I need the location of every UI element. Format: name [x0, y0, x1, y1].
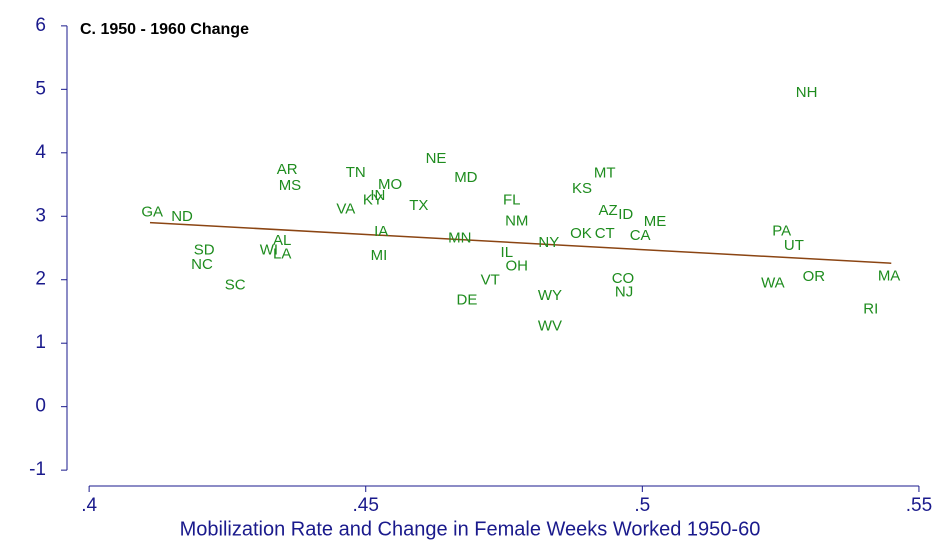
point-label: GA [141, 203, 163, 220]
point-label: LA [273, 245, 291, 262]
point-label: NC [191, 256, 213, 273]
point-label: IL [501, 244, 514, 261]
point-label: DE [457, 292, 478, 309]
point-label: MD [454, 169, 477, 186]
point-label: NH [796, 84, 818, 101]
point-label: ME [644, 213, 667, 230]
point-label: IN [370, 187, 385, 204]
point-label: MT [594, 165, 616, 182]
point-label: OR [803, 268, 826, 285]
point-label: NM [505, 212, 528, 229]
x-tick-label: .5 [634, 495, 650, 516]
point-label: FL [503, 191, 521, 208]
point-label: RI [863, 301, 878, 318]
x-tick-label: .4 [81, 495, 97, 516]
x-tick-label: .55 [906, 495, 932, 516]
point-label: KS [572, 180, 592, 197]
y-tick-label: -1 [29, 459, 46, 480]
x-axis-label: Mobilization Rate and Change in Female W… [180, 518, 761, 540]
point-label: MI [371, 247, 388, 264]
y-tick-label: 2 [35, 269, 46, 290]
point-label: TX [409, 197, 428, 214]
point-label: AZ [598, 202, 617, 219]
chart-title: C. 1950 - 1960 Change [80, 21, 249, 38]
point-label: CO [612, 270, 635, 287]
point-label: CA [630, 227, 651, 244]
point-label: ND [171, 208, 193, 225]
y-tick-label: 1 [35, 332, 46, 353]
x-tick-label: .45 [353, 495, 379, 516]
point-label: CT [595, 225, 615, 242]
point-label: PA [772, 222, 791, 239]
point-label: ID [618, 206, 633, 223]
point-label: WY [538, 287, 562, 304]
point-label: KY [363, 191, 383, 208]
point-label: MS [279, 177, 302, 194]
point-label: WV [538, 318, 562, 335]
point-label: NE [426, 150, 447, 167]
point-label: MO [378, 176, 402, 193]
y-tick-label: 4 [35, 142, 46, 163]
y-tick-label: 0 [35, 396, 46, 417]
point-label: SD [194, 242, 215, 259]
point-label: MA [878, 268, 901, 285]
y-tick-label: 6 [35, 15, 46, 36]
point-label: UT [784, 237, 804, 254]
point-label: WA [761, 275, 785, 292]
fit-line [149, 221, 892, 264]
point-label: SC [225, 276, 246, 293]
point-label: NJ [615, 283, 633, 300]
point-label: OH [506, 257, 529, 274]
point-label: TN [346, 164, 366, 181]
point-label: MN [448, 229, 471, 246]
point-label: VA [336, 200, 355, 217]
y-tick-label: 5 [35, 78, 46, 99]
point-label: AR [277, 161, 298, 178]
point-label: IA [374, 223, 388, 240]
point-label: VT [481, 271, 500, 288]
y-tick-label: 3 [35, 205, 46, 226]
point-label: NY [538, 234, 559, 251]
point-label: WI [260, 242, 278, 259]
point-label: AL [273, 232, 291, 249]
point-label: OK [570, 225, 592, 242]
